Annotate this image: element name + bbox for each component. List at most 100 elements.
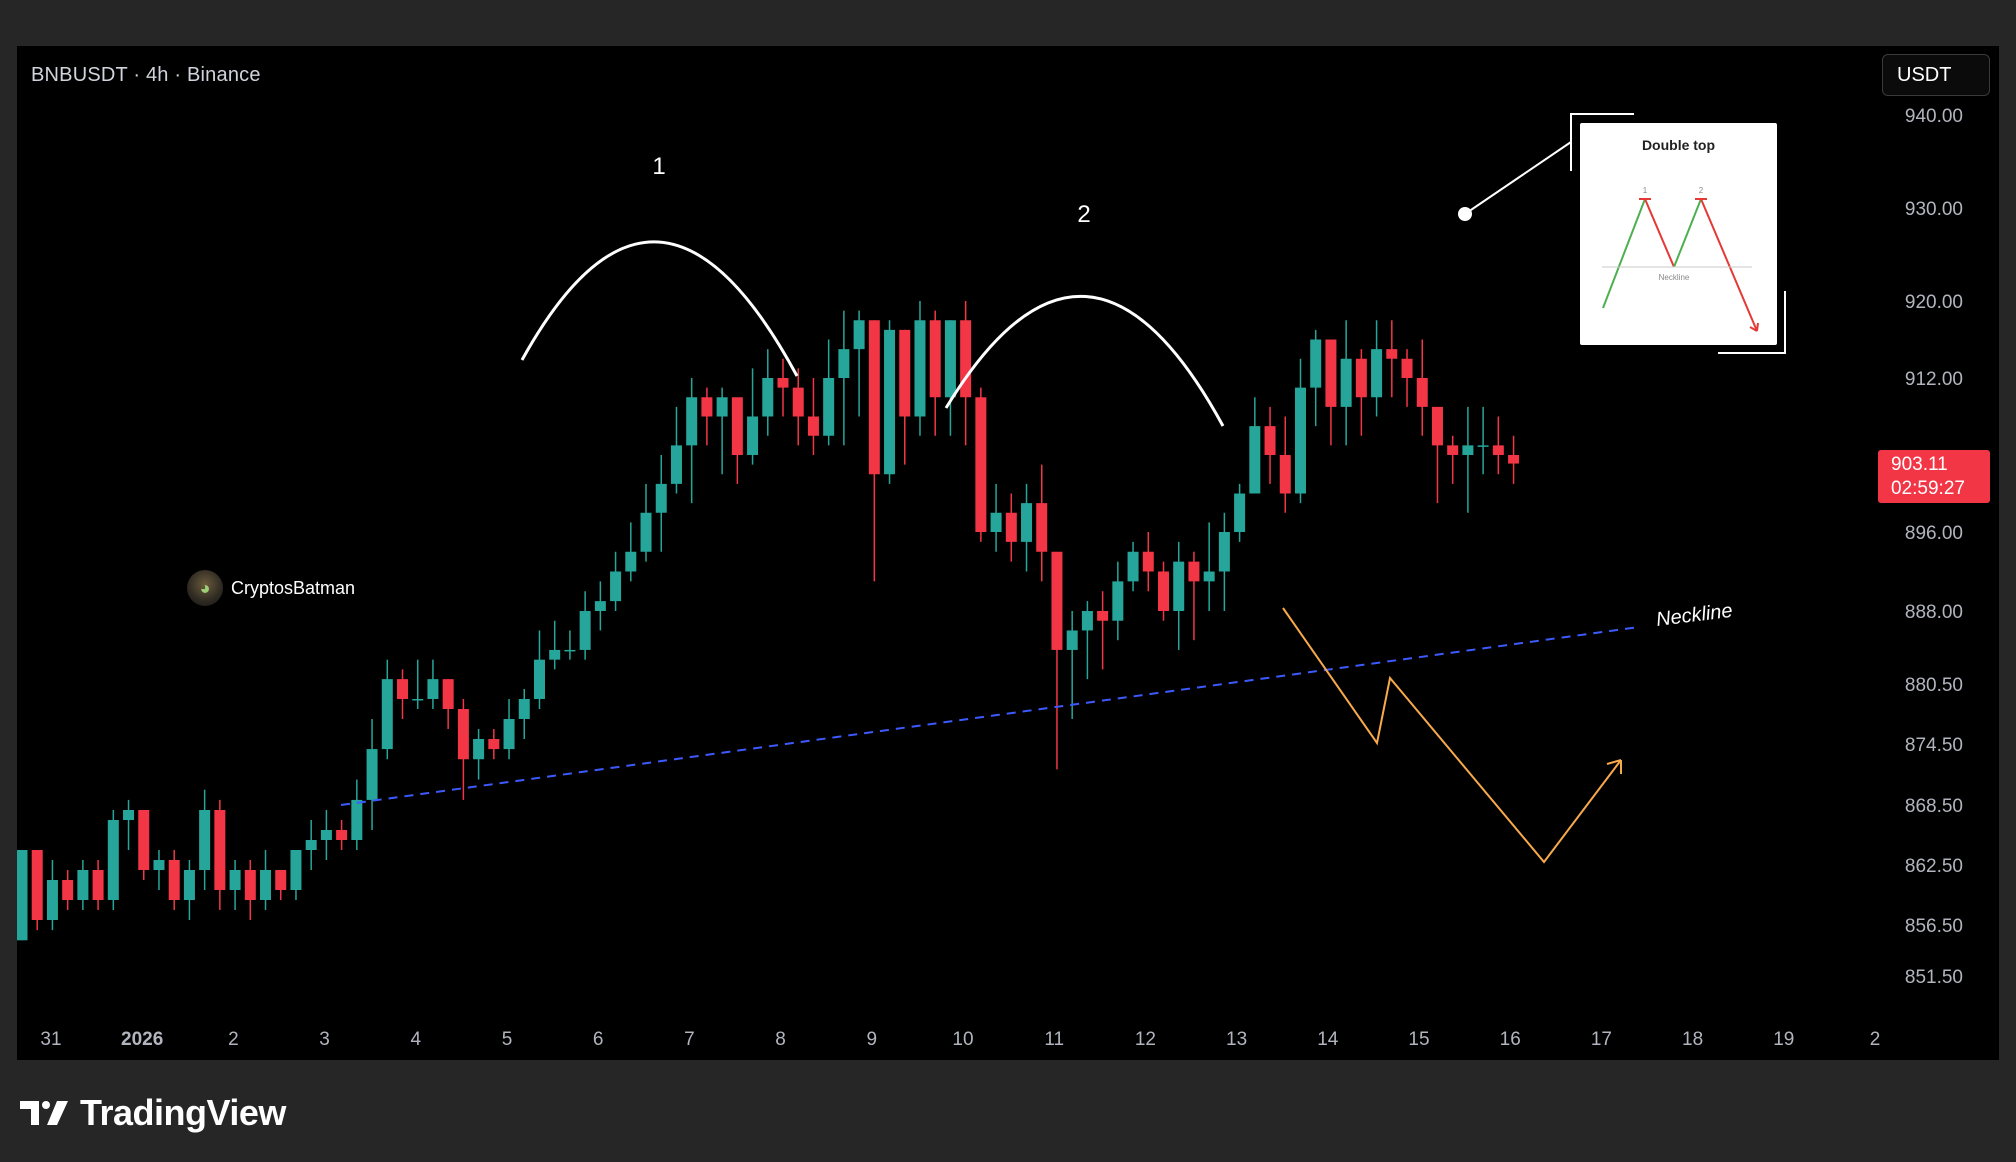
candle-body[interactable] [807,416,819,436]
candle-body[interactable] [457,709,469,760]
candle-body[interactable] [1462,445,1474,455]
candle-body[interactable] [199,810,211,870]
candle-body[interactable] [868,320,880,475]
candle-body[interactable] [686,397,698,446]
candle-body[interactable] [1310,339,1322,388]
candle-body[interactable] [1188,561,1200,582]
candle-body[interactable] [1173,561,1185,611]
candle-body[interactable] [762,378,774,417]
candle-body[interactable] [533,659,545,699]
candle-body[interactable] [17,850,28,941]
candle-body[interactable] [275,870,287,890]
candle-body[interactable] [944,320,956,398]
candle-body[interactable] [1477,445,1489,447]
neckline-line[interactable] [340,626,1640,806]
candle-body[interactable] [899,329,911,417]
candle-body[interactable] [564,649,576,652]
candle-body[interactable] [183,870,195,900]
candle-body[interactable] [77,870,89,900]
candle-body[interactable] [138,810,150,870]
candle-body[interactable] [1021,503,1033,542]
candle-body[interactable] [1431,406,1443,446]
candle-body[interactable] [1264,426,1276,455]
candle-body[interactable] [610,571,622,602]
candle-body[interactable] [579,611,591,650]
projection-path[interactable] [1282,607,1622,864]
candle-body[interactable] [351,799,363,840]
candle-body[interactable] [290,850,302,890]
candle-body[interactable] [1294,387,1306,494]
candle-body[interactable] [123,810,135,820]
candle-body[interactable] [747,416,759,456]
currency-button[interactable]: USDT [1882,54,1990,96]
candle-body[interactable] [1249,426,1261,494]
candle-body[interactable] [792,387,804,417]
candle-body[interactable] [381,679,393,750]
candle-body[interactable] [153,860,165,870]
candle-body[interactable] [716,397,728,417]
candle-body[interactable] [1158,571,1169,612]
candle-body[interactable] [1371,349,1383,398]
candle-body[interactable] [1447,445,1459,455]
candle-body[interactable] [260,870,272,900]
candle-body[interactable] [731,397,743,455]
price-chart[interactable]: 940.00 930.00 920.00 912.00 896.00 888.00 880.… [17,46,1999,1060]
candle-body[interactable] [884,329,896,475]
candle-body[interactable] [914,320,926,417]
candle-body[interactable] [1218,532,1230,572]
candle-body[interactable] [488,739,500,750]
candle-body[interactable] [1142,551,1154,572]
candle-body[interactable] [990,512,1002,532]
candle-body[interactable] [1051,551,1063,650]
candle-body[interactable] [1340,358,1352,407]
candle-body[interactable] [320,830,332,840]
candle-body[interactable] [1203,571,1215,582]
candle-body[interactable] [838,349,850,378]
candle-body[interactable] [1005,512,1017,542]
candle-body[interactable] [397,679,408,699]
candle-body[interactable] [1097,611,1109,621]
candle-body[interactable] [929,320,941,398]
candle-body[interactable] [366,749,378,800]
candle-body[interactable] [1112,581,1124,621]
author-tag[interactable]: ◕ CryptosBatman [187,570,355,606]
candle-body[interactable] [229,870,241,890]
candle-body[interactable] [853,320,865,350]
candle-body[interactable] [503,719,515,750]
candle-body[interactable] [625,551,637,572]
candle-body[interactable] [473,739,485,760]
candle-body[interactable] [1036,503,1048,552]
tradingview-logo[interactable]: TradingView [20,1092,286,1134]
candle-body[interactable] [960,320,972,398]
candle-body[interactable] [1386,349,1398,359]
candle-body[interactable] [640,512,652,552]
candle-body[interactable] [427,679,439,699]
candle-body[interactable] [1325,339,1337,407]
candle-body[interactable] [442,679,454,709]
chart-panel[interactable]: 940.00 930.00 920.00 912.00 896.00 888.00 880.… [17,46,1999,1060]
candle-body[interactable] [1416,378,1428,407]
candle-body[interactable] [168,860,180,900]
candle-body[interactable] [31,850,43,920]
candle-body[interactable] [1234,493,1246,533]
candle-body[interactable] [777,378,789,388]
candle-body[interactable] [107,820,119,900]
candle-body[interactable] [1401,358,1413,378]
candle-body[interactable] [305,840,317,850]
candle-body[interactable] [655,483,667,513]
candle-body[interactable] [412,699,424,701]
candle-body[interactable] [1279,455,1291,494]
candle-body[interactable] [1492,445,1504,455]
candle-body[interactable] [670,445,682,484]
candle-body[interactable] [549,649,561,660]
candle-body[interactable] [1081,611,1093,631]
candle-body[interactable] [62,880,74,900]
candle-body[interactable] [1066,630,1078,650]
candle-body[interactable] [701,397,713,417]
candle-body[interactable] [518,699,530,719]
candle-body[interactable] [92,870,104,900]
candle-body[interactable] [336,830,348,840]
candle-body[interactable] [975,397,987,532]
candle-body[interactable] [594,601,606,611]
candle-body[interactable] [1127,551,1139,582]
